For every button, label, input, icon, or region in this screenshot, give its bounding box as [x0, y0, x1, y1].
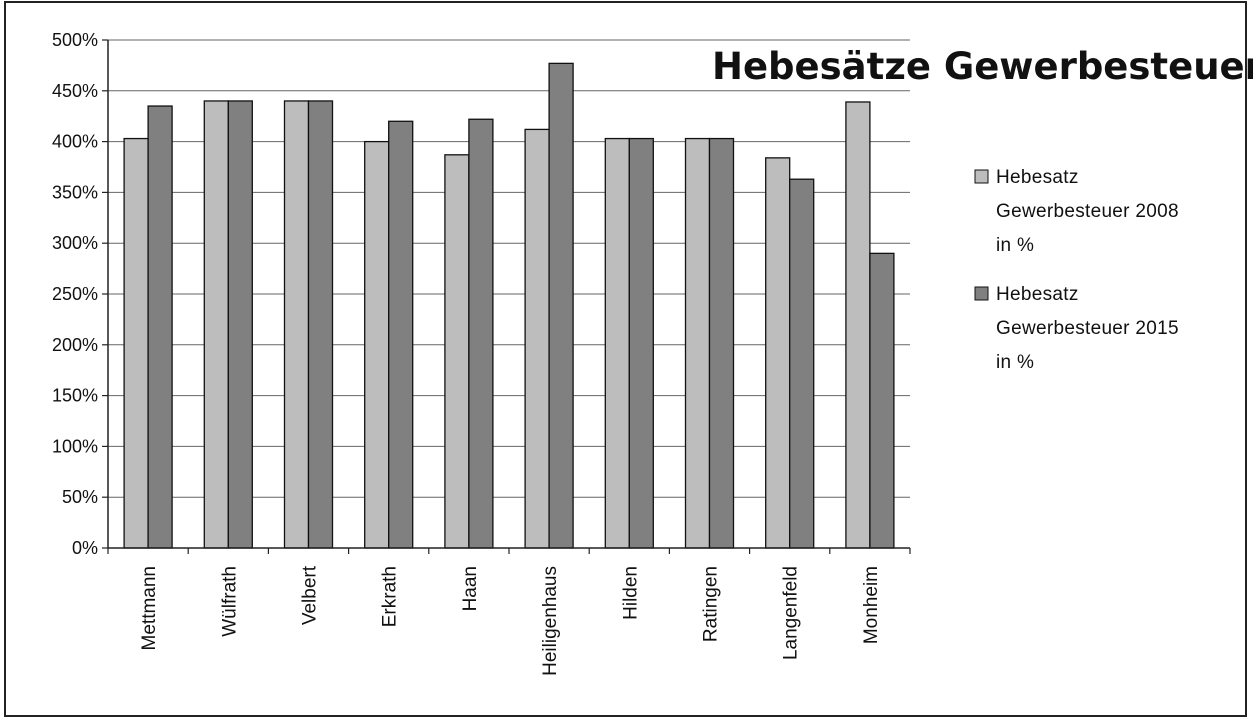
- legend-label: in %: [996, 235, 1034, 256]
- y-tick-label: 50%: [62, 487, 98, 507]
- y-axis-ticks: 0% 50% 100% 150% 200% 250% 300% 350% 400% 450% 500…: [52, 30, 108, 558]
- x-tick-label: Mettmann: [139, 566, 160, 650]
- bar-2015: [548, 62, 574, 549]
- x-tick-label: Wülfrath: [219, 566, 240, 637]
- legend-label: Gewerbesteuer 2008: [996, 201, 1179, 222]
- legend-swatch: [974, 169, 989, 184]
- y-tick-label: 150%: [52, 386, 98, 406]
- bar-2015: [628, 137, 654, 549]
- bar-2008: [765, 157, 791, 549]
- bar-2015: [468, 118, 494, 549]
- legend-label: Hebesatz: [996, 284, 1079, 305]
- x-tick-label: Erkrath: [380, 566, 401, 627]
- legend: Hebesatz Gewerbesteuer 2008 in % Hebesatz Ge…: [974, 167, 1179, 373]
- x-tick-label: Ratingen: [701, 566, 722, 642]
- bar-2008: [524, 128, 550, 549]
- x-axis-ticks: Mettmann Wülfrath Velbert Erkrath Haan Heilig…: [107, 548, 911, 676]
- bar-2008: [684, 137, 711, 549]
- bar-2015: [227, 100, 253, 549]
- bar-2008: [444, 154, 470, 549]
- legend-swatch: [974, 286, 989, 301]
- bar-2015: [869, 252, 895, 549]
- y-tick-label: 350%: [52, 182, 98, 202]
- bar-2008: [364, 140, 390, 549]
- bar-2008: [123, 137, 149, 549]
- x-tick-label: Heiligenhaus: [540, 566, 561, 676]
- x-tick-label: Hilden: [620, 566, 641, 620]
- legend-label: Hebesatz: [996, 167, 1079, 188]
- bar-2008: [604, 137, 630, 549]
- bar-2015: [147, 105, 173, 549]
- chart-title: Hebesätze Gewerbesteuer: [712, 45, 1253, 88]
- bar-2015: [307, 100, 334, 549]
- bar-2008: [845, 101, 871, 549]
- x-tick-label: Monheim: [861, 566, 882, 644]
- y-tick-label: 400%: [52, 132, 98, 152]
- y-tick-label: 100%: [52, 436, 98, 456]
- x-tick-label: Velbert: [300, 565, 321, 625]
- y-tick-label: 0%: [72, 538, 98, 558]
- y-tick-label: 200%: [52, 335, 98, 355]
- bar-2008: [283, 100, 310, 549]
- legend-label: in %: [996, 352, 1034, 373]
- legend-label: Gewerbesteuer 2015: [996, 318, 1179, 339]
- x-tick-label: Haan: [460, 566, 481, 611]
- bar-2008: [203, 100, 229, 549]
- x-tick-label: Langenfeld: [781, 566, 802, 660]
- y-tick-label: 500%: [52, 30, 98, 50]
- bars: [123, 62, 895, 549]
- bar-2015: [388, 120, 414, 549]
- bar-2015: [708, 137, 735, 549]
- y-tick-label: 300%: [52, 233, 98, 253]
- y-tick-label: 450%: [52, 81, 98, 101]
- y-tick-label: 250%: [52, 284, 98, 304]
- bar-2015: [789, 178, 815, 549]
